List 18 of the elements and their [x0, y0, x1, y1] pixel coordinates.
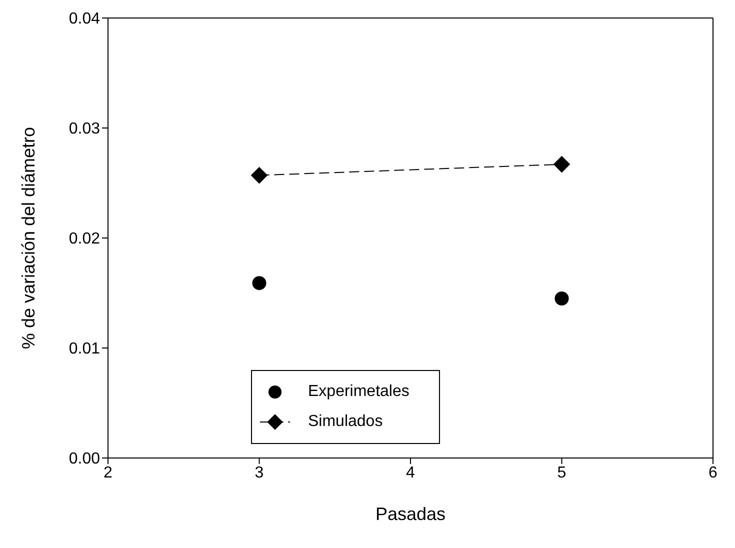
- point: [252, 276, 266, 290]
- point: [250, 166, 268, 184]
- y-axis-title: % de variación del diámetro: [18, 126, 38, 350]
- y-tick-label: 0.02: [68, 230, 100, 248]
- y-tick-label: 0.00: [68, 450, 100, 468]
- y-tick-label: 0.01: [68, 340, 100, 358]
- x-tick-label: 3: [254, 464, 264, 482]
- legend-label: Simulados: [308, 413, 383, 430]
- point: [553, 156, 570, 173]
- x-tick-label: 5: [557, 464, 566, 482]
- x-tick-label: 2: [104, 464, 113, 482]
- legend-label: Experimetales: [308, 383, 410, 400]
- y-tick-label: 0.04: [68, 10, 100, 28]
- point: [554, 292, 569, 306]
- x-tick-label: 4: [406, 464, 416, 482]
- x-axis-title: Pasadas: [375, 504, 446, 524]
- x-tick-label: 6: [708, 464, 718, 482]
- y-tick-label: 0.03: [68, 120, 100, 138]
